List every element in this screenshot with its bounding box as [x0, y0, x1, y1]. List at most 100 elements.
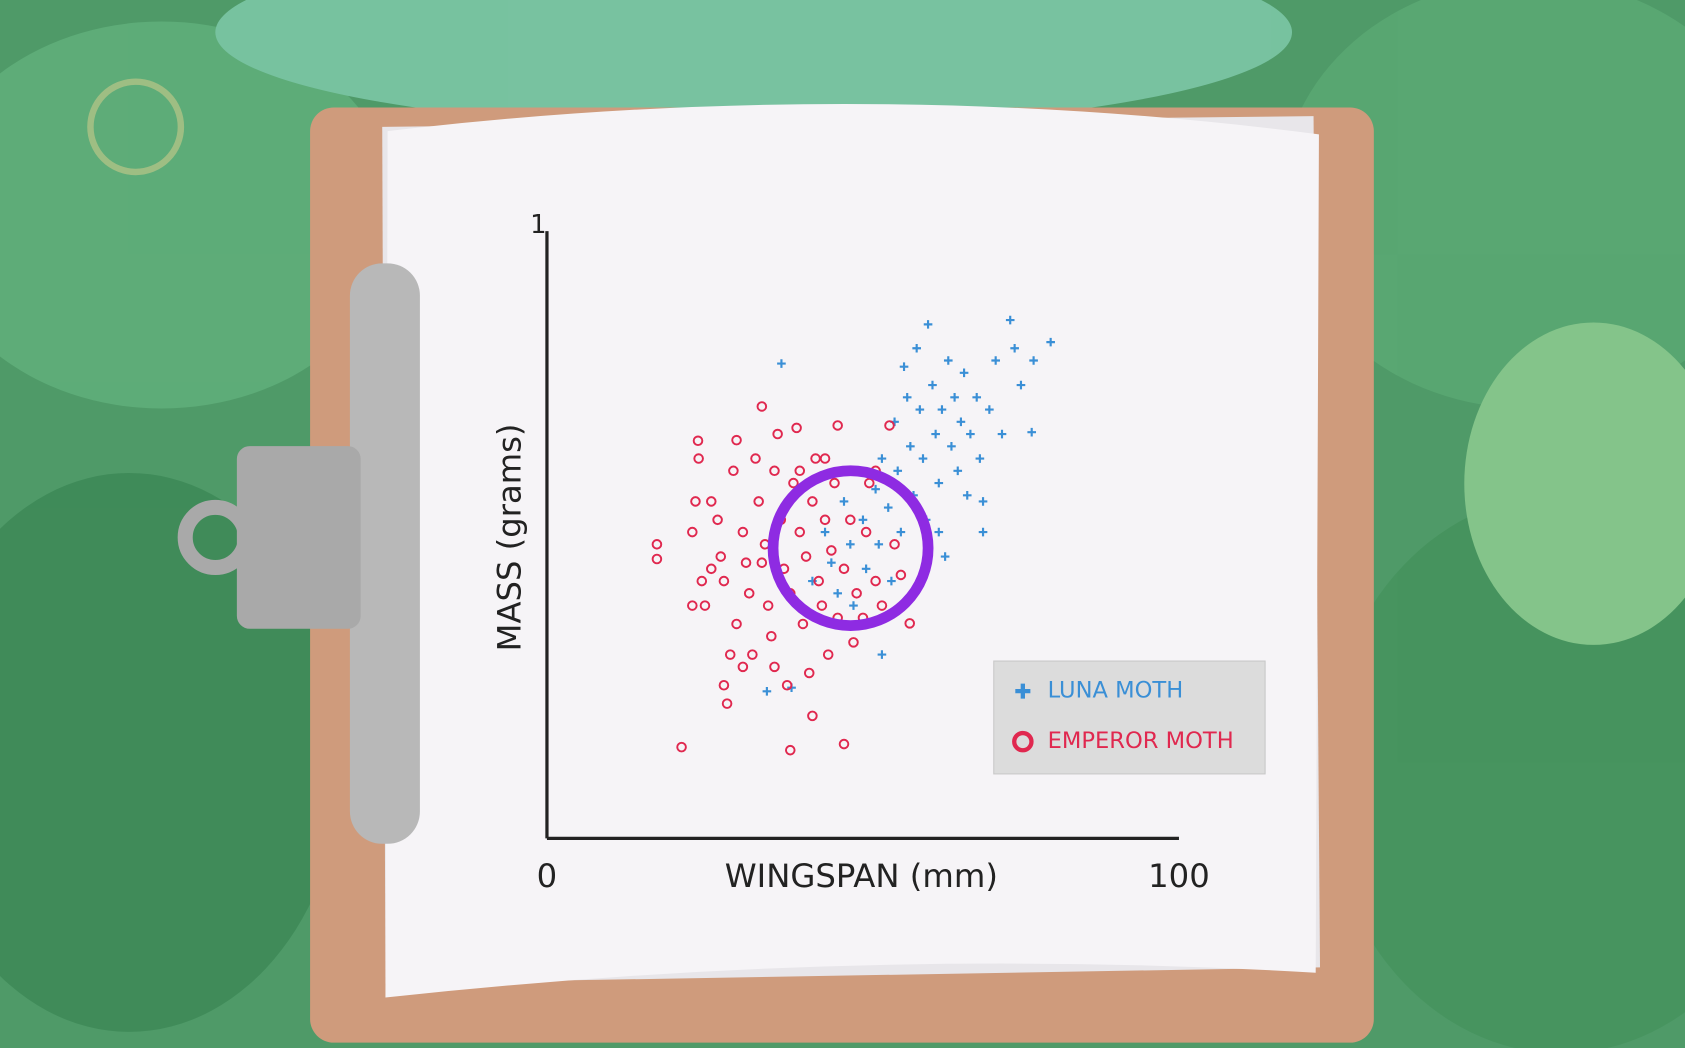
- point: [766, 630, 777, 642]
- point: [884, 420, 895, 431]
- point: [788, 477, 799, 489]
- clip-ring: [177, 499, 254, 576]
- point: [781, 679, 793, 691]
- point: [851, 588, 862, 599]
- point: [712, 514, 723, 526]
- point: [861, 564, 871, 574]
- point: [1046, 337, 1055, 347]
- point: [651, 553, 663, 565]
- point: [820, 527, 830, 537]
- point: [816, 600, 828, 611]
- point: [876, 600, 888, 611]
- point: [1005, 315, 1015, 325]
- point: [819, 514, 831, 526]
- y-tick-label: 1: [530, 210, 546, 240]
- point: [978, 497, 988, 506]
- point: [860, 526, 872, 538]
- point: [934, 527, 944, 537]
- point: [904, 618, 916, 629]
- point: [1010, 343, 1019, 353]
- point: [902, 392, 912, 402]
- point: [813, 575, 824, 587]
- point: [827, 558, 836, 567]
- point: [849, 601, 858, 610]
- point: [731, 434, 742, 446]
- point: [893, 466, 903, 476]
- point: [953, 466, 963, 476]
- point: [803, 667, 815, 679]
- logo: [87, 78, 185, 176]
- point: [737, 526, 749, 538]
- point: [762, 687, 772, 696]
- point: [721, 698, 733, 709]
- point: [889, 539, 900, 550]
- point: [950, 392, 959, 402]
- point: [743, 588, 755, 599]
- point: [912, 343, 921, 353]
- point: [887, 576, 896, 586]
- point: [794, 465, 806, 477]
- point: [947, 441, 956, 451]
- point: [687, 526, 698, 538]
- point: [756, 401, 768, 412]
- point: [753, 496, 764, 507]
- point: [785, 744, 796, 756]
- point: [962, 491, 972, 500]
- point: [923, 320, 933, 329]
- legend-marker: [1012, 730, 1034, 753]
- point: [997, 429, 1007, 439]
- point: [715, 551, 727, 562]
- x-tick-label: 0: [537, 857, 558, 895]
- point: [718, 679, 730, 691]
- point: [728, 465, 739, 477]
- legend-label: LUNA MOTH: [1048, 678, 1184, 704]
- point: [731, 618, 742, 630]
- point: [931, 429, 940, 439]
- point: [928, 380, 937, 390]
- point: [978, 527, 988, 537]
- point: [1029, 356, 1038, 365]
- point: [737, 661, 749, 673]
- point: [906, 441, 915, 451]
- point: [871, 484, 880, 494]
- point: [747, 649, 758, 660]
- point: [724, 649, 736, 660]
- point: [846, 540, 855, 549]
- point: [687, 600, 698, 611]
- legend-label: EMPEROR MOTH: [1048, 728, 1234, 754]
- point: [943, 356, 953, 365]
- point: [826, 545, 837, 556]
- point: [676, 741, 687, 753]
- clip-handle: [236, 446, 361, 629]
- point: [718, 575, 730, 587]
- point: [877, 650, 887, 659]
- point: [915, 405, 925, 414]
- point: [705, 496, 717, 507]
- point: [839, 497, 849, 506]
- point: [791, 422, 802, 434]
- point: [940, 552, 950, 561]
- point: [777, 359, 786, 368]
- point: [832, 420, 843, 431]
- point: [972, 392, 982, 402]
- highlight-circle: [767, 465, 934, 631]
- point: [975, 454, 985, 463]
- point: [699, 600, 711, 611]
- point: [918, 454, 928, 463]
- point: [756, 557, 768, 568]
- point: [772, 428, 783, 440]
- legend: [993, 660, 1266, 775]
- point: [864, 477, 875, 489]
- point: [838, 738, 850, 750]
- point: [693, 453, 704, 464]
- point: [829, 477, 840, 489]
- point: [966, 429, 975, 439]
- point: [690, 496, 701, 507]
- point: [696, 575, 708, 587]
- x-axis-label: WINGSPAN (mm): [725, 857, 998, 895]
- point: [845, 514, 856, 526]
- point: [874, 540, 884, 549]
- point: [870, 575, 881, 587]
